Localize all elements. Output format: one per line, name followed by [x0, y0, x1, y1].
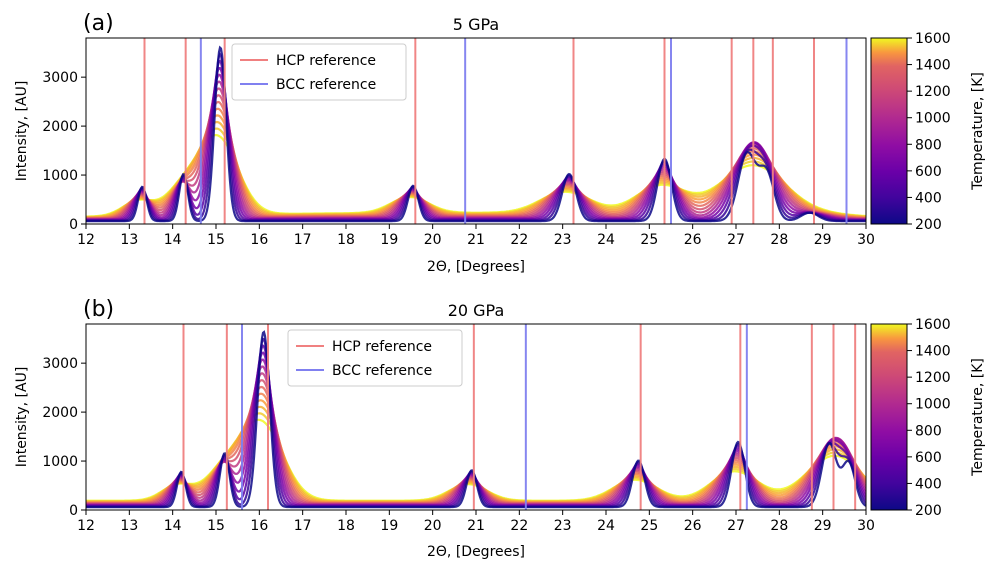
panel-a-x-tick-label: 23: [554, 232, 572, 248]
panel-a-y-tick-label: 3000: [42, 70, 78, 86]
panel-a-colorbar-tick-label: 1400: [915, 58, 951, 74]
panel-b-legend-box: [287, 329, 463, 387]
panel-b-xlabel: 2Θ, [Degrees]: [427, 544, 525, 560]
panel-b-colorbar-tick-label: 1400: [915, 344, 951, 360]
panel-b-colorbar-tick-label: 400: [915, 476, 942, 492]
panel-b-x-tick-label: 18: [337, 518, 355, 534]
panel-b-x-tick-label: 19: [380, 518, 398, 534]
panel-a-y-tick-label: 0: [69, 217, 78, 233]
panel-b-x-tick-label: 20: [424, 518, 442, 534]
panel-a-x-tick-label: 19: [380, 232, 398, 248]
panel-a-x-tick-label: 27: [727, 232, 745, 248]
panel-a-x-tick-label: 24: [597, 232, 615, 248]
panel-b-x-tick-label: 25: [640, 518, 658, 534]
panel-b-x-tick-label: 30: [857, 518, 875, 534]
panel-b-x-tick-label: 14: [164, 518, 182, 534]
panel-b-x-tick-label: 15: [207, 518, 225, 534]
panel-a-legend-box: [231, 43, 407, 101]
panel-a-colorbar-tick-label: 400: [915, 190, 942, 206]
panel-a-x-tick-label: 14: [164, 232, 182, 248]
panel-a-ylabel: Intensity, [AU]: [14, 81, 30, 182]
panel-b-x-tick-label: 27: [727, 518, 745, 534]
panel-b-legend-hcp: HCP reference: [332, 339, 432, 355]
panel-b-colorbar-tick-label: 800: [915, 423, 942, 439]
panel-a-x-tick-label: 16: [250, 232, 268, 248]
panel-a-x-tick-label: 15: [207, 232, 225, 248]
panel-b-y-tick-label: 0: [69, 503, 78, 519]
panel-a-x-tick-label: 20: [424, 232, 442, 248]
panel-b-label: (b): [83, 297, 114, 322]
panel-a-x-axis: 12 13 14 15 16 17 18 19 20 21 22 23 24 25 26 27 28 29 30: [77, 224, 875, 248]
panel-b-plot-area: [86, 324, 866, 510]
panel-b-colorbar: 200 400 600 800 1000 1200 1400 1600 Temperature…: [870, 317, 986, 519]
panel-a-colorbar-tick-label: 800: [915, 137, 942, 153]
panel-a-temperature-series-14: [86, 45, 866, 223]
panel-a-y-axis: 0 1000 2000 3000: [42, 70, 86, 233]
panel-b-x-tick-label: 13: [120, 518, 138, 534]
panel-b-colorbar-tick-label: 1600: [915, 317, 951, 333]
panel-b-ylabel: Intensity, [AU]: [14, 367, 30, 468]
panel-a-x-tick-label: 18: [337, 232, 355, 248]
panel-a-x-tick-label: 28: [770, 232, 788, 248]
panel-b-temperature-series-14: [86, 330, 866, 509]
panel-a-label: (a): [83, 11, 114, 36]
panel-b-x-tick-label: 12: [77, 518, 95, 534]
panel-a-colorbar-gradient: [870, 37, 908, 225]
panel-b-y-axis: 0 1000 2000 3000: [42, 356, 86, 519]
panel-b-x-tick-label: 23: [554, 518, 572, 534]
panel-a-colorbar: 200 400 600 800 1000 1200 1400 1600 Temperature…: [870, 31, 986, 233]
panel-a-x-tick-label: 25: [640, 232, 658, 248]
panel-a-colorbar-tick-label: 1200: [915, 84, 951, 100]
panel-a-x-tick-label: 17: [294, 232, 312, 248]
panel-b-colorbar-tick-label: 200: [915, 503, 942, 519]
panel-a-colorbar-tick-label: 1000: [915, 111, 951, 127]
panel-b: (b) 20 GPa 12 13 14 15 16 17 18 19 20 21 22 23 24 25 2…: [14, 297, 986, 560]
panel-b-colorbar-tick-label: 1000: [915, 397, 951, 413]
panel-b-x-tick-label: 16: [250, 518, 268, 534]
panel-a-y-tick-label: 1000: [42, 168, 78, 184]
panel-a-x-tick-label: 26: [684, 232, 702, 248]
panel-b-x-tick-label: 29: [814, 518, 832, 534]
panel-a-x-tick-label: 13: [120, 232, 138, 248]
panel-b-legend: HCP reference BCC reference: [287, 329, 463, 387]
panel-a-x-tick-label: 30: [857, 232, 875, 248]
panel-b-x-tick-label: 24: [597, 518, 615, 534]
panel-a-plot-area: [86, 38, 866, 224]
panel-a-colorbar-label: Temperature, [K]: [970, 72, 986, 191]
panel-b-y-tick-label: 3000: [42, 356, 78, 372]
panel-a-legend-bcc: BCC reference: [276, 77, 376, 93]
panel-a-x-tick-label: 22: [510, 232, 528, 248]
panel-a-legend-hcp: HCP reference: [276, 53, 376, 69]
panel-a-x-tick-label: 12: [77, 232, 95, 248]
panel-b-colorbar-tick-label: 600: [915, 450, 942, 466]
panel-b-colorbar-tick-label: 1200: [915, 370, 951, 386]
panel-a-x-tick-label: 29: [814, 232, 832, 248]
panel-b-legend-bcc: BCC reference: [332, 363, 432, 379]
panel-b-title: 20 GPa: [448, 301, 505, 320]
panel-a-legend: HCP reference BCC reference: [231, 43, 407, 101]
panel-a-colorbar-tick-label: 600: [915, 164, 942, 180]
panel-a-x-tick-label: 21: [467, 232, 485, 248]
panel-b-y-tick-label: 1000: [42, 454, 78, 470]
panel-a-colorbar-tick-label: 200: [915, 217, 942, 233]
panel-b-x-tick-label: 22: [510, 518, 528, 534]
panel-b-x-tick-label: 26: [684, 518, 702, 534]
panel-a-title: 5 GPa: [453, 15, 499, 34]
panel-b-y-tick-label: 2000: [42, 405, 78, 421]
panel-b-x-tick-label: 17: [294, 518, 312, 534]
panel-b-x-tick-label: 21: [467, 518, 485, 534]
panel-b-colorbar-gradient: [870, 323, 908, 511]
panel-b-x-tick-label: 28: [770, 518, 788, 534]
panel-b-x-axis: 12 13 14 15 16 17 18 19 20 21 22 23 24 25 26 27 28 29 30: [77, 510, 875, 534]
panel-a-y-tick-label: 2000: [42, 119, 78, 135]
panel-a: (a) 5 GPa 12 13 14 15 16 17 18 19 20 21 22 23 24 25 26…: [14, 11, 986, 275]
panel-b-colorbar-label: Temperature, [K]: [970, 358, 986, 477]
panel-a-colorbar-tick-label: 1600: [915, 31, 951, 47]
panel-a-xlabel: 2Θ, [Degrees]: [427, 259, 525, 275]
